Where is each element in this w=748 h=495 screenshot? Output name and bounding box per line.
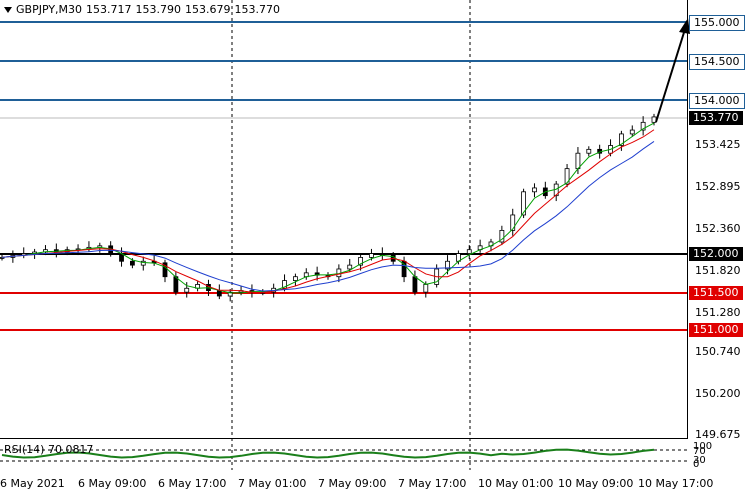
price-tag-151500: 151.500 (689, 286, 743, 300)
price-label: 153.425 (695, 138, 741, 151)
time-label: 7 May 17:00 (398, 477, 467, 490)
price-tag-152000: 152.000 (689, 247, 743, 261)
symbol-timeframe: GBPJPY,M30 (16, 3, 83, 16)
time-label: 6 May 17:00 (158, 477, 227, 490)
candle-body (292, 276, 298, 281)
candle-body (510, 214, 516, 231)
candle-body (347, 264, 353, 270)
candle-body (521, 191, 526, 216)
rsi-axis-0: 0 (693, 459, 700, 470)
time-label: 10 May 09:00 (558, 477, 634, 490)
rsi-line (1, 448, 655, 459)
price-tag-155000: 155.000 (689, 15, 745, 31)
candle-body (629, 129, 635, 135)
candle-body (564, 168, 570, 185)
time-label: 7 May 01:00 (238, 477, 307, 490)
ma-slow-line (1, 141, 655, 292)
price-label: 151.280 (695, 306, 741, 319)
price-tag-151000: 151.000 (689, 323, 743, 337)
candle-body (140, 260, 146, 266)
price-label: 151.820 (695, 264, 741, 277)
time-label: 10 May 17:00 (638, 477, 714, 490)
time-label: 6 May 09:00 (78, 477, 147, 490)
ma-mid-line (1, 129, 655, 294)
high-price: 153.790 (135, 3, 182, 16)
close-price: 153.770 (234, 3, 281, 16)
current-price-tag: 153.770 (689, 111, 743, 125)
price-label: 150.200 (695, 387, 741, 400)
price-label: 152.895 (695, 180, 741, 193)
projection-arrow-line (655, 25, 687, 123)
candle-body (358, 257, 364, 266)
time-label: 6 May 2021 (0, 477, 65, 490)
price-tag-154000: 154.000 (689, 93, 745, 109)
candle-body (532, 187, 537, 193)
candle-body (640, 121, 646, 131)
candle-body (499, 229, 505, 243)
rsi-axis-100: 100 (693, 441, 713, 452)
candle-body (619, 133, 624, 146)
time-label: 10 May 01:00 (478, 477, 554, 490)
time-label: 7 May 09:00 (318, 477, 387, 490)
rsi-indicator-label: RSI(14) 70.0817 (4, 443, 94, 456)
symbol-info-bar[interactable]: GBPJPY,M30 153.717 153.790 153.679 153.770 (4, 3, 284, 16)
open-price: 153.717 (86, 3, 132, 16)
candle-body (466, 249, 472, 254)
candle-body (184, 287, 190, 293)
plot-area-border (0, 0, 688, 439)
candle-body (227, 291, 233, 297)
low-price: 153.679 (185, 3, 231, 16)
price-tag-154500: 154.500 (689, 54, 745, 70)
candle-body (162, 262, 168, 278)
collapse-triangle-icon[interactable] (4, 7, 12, 13)
rsi-axis-30: 30 (693, 455, 706, 466)
candle-body (586, 148, 592, 154)
candle-body (129, 260, 135, 266)
candle-body (445, 260, 450, 270)
moving-averages-group (1, 122, 655, 294)
rsi-axis-70: 70 (693, 446, 706, 457)
candle-body (369, 253, 374, 258)
price-label: 149.675 (695, 428, 741, 441)
price-label: 152.360 (695, 222, 741, 235)
price-label: 150.740 (695, 345, 741, 358)
